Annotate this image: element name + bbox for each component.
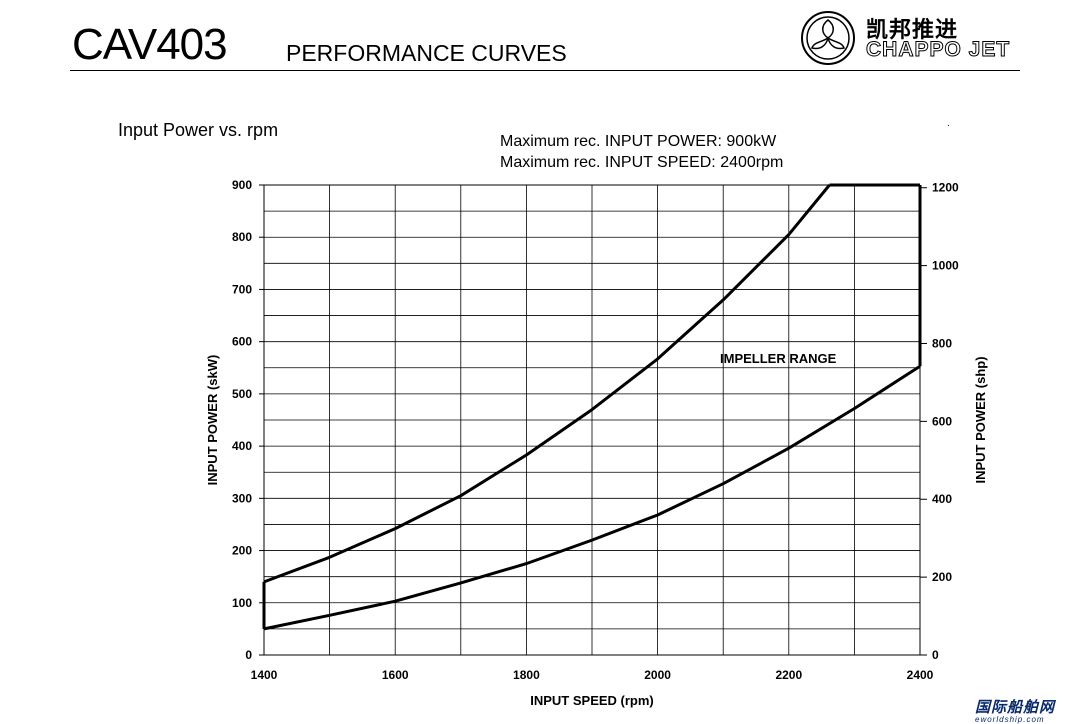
- y-tick-label: 500: [232, 387, 252, 401]
- y2-tick-label: 1000: [932, 259, 959, 273]
- series-line-1: [263, 184, 831, 584]
- y-tick-label: 900: [232, 178, 252, 192]
- logo-english-name: CHAPPO JET: [865, 38, 1011, 62]
- max-input-power-note: Maximum rec. INPUT POWER: 900kW: [500, 133, 777, 150]
- y-tick-label: 700: [232, 282, 252, 296]
- x-tick-label: 2000: [644, 668, 671, 682]
- header-divider: [70, 70, 1020, 71]
- x-tick-label: 1800: [513, 668, 540, 682]
- y2-tick-label: 200: [932, 570, 952, 584]
- propeller-emblem-icon: [801, 11, 855, 65]
- y2-axis-title: INPUT POWER (shp): [973, 356, 988, 483]
- logo-chinese-name: 凯邦推进: [866, 17, 959, 42]
- impeller-range-label: IMPELLER RANGE: [720, 351, 837, 366]
- stray-dot: .: [947, 118, 950, 129]
- y-tick-label: 600: [232, 335, 252, 349]
- x-tick-label: 1600: [382, 668, 409, 682]
- y2-tick-label: 400: [932, 492, 952, 506]
- y2-tick-label: 0: [932, 648, 939, 662]
- y-tick-label: 200: [232, 544, 252, 558]
- x-tick-label: 2200: [775, 668, 802, 682]
- y2-tick-label: 800: [932, 336, 952, 350]
- y-tick-label: 0: [245, 648, 252, 662]
- watermark: 国际船舶网 eworldship.com: [975, 696, 1070, 724]
- y-tick-label: 100: [232, 596, 252, 610]
- y-tick-label: 400: [232, 439, 252, 453]
- y-tick-label: 800: [232, 230, 252, 244]
- y2-tick-label: 600: [932, 414, 952, 428]
- x-axis-title: INPUT SPEED (rpm): [530, 693, 654, 708]
- x-tick-label: 1400: [251, 668, 278, 682]
- chart-heading: Input Power vs. rpm: [118, 120, 279, 140]
- watermark-english: eworldship.com: [975, 715, 1045, 724]
- document-title: PERFORMANCE CURVES: [286, 40, 567, 66]
- x-tick-label: 2400: [907, 668, 934, 682]
- watermark-chinese: 国际船舶网: [975, 699, 1056, 716]
- y-axis-title: INPUT POWER (skW): [205, 355, 220, 486]
- y-tick-label: 300: [232, 491, 252, 505]
- max-input-speed-note: Maximum rec. INPUT SPEED: 2400rpm: [500, 154, 784, 171]
- series-line-2: [263, 364, 921, 631]
- company-logo: 凯邦推进 CHAPPO JET: [800, 10, 1020, 66]
- y2-tick-label: 1200: [932, 181, 959, 195]
- model-name: CAV403: [72, 20, 228, 69]
